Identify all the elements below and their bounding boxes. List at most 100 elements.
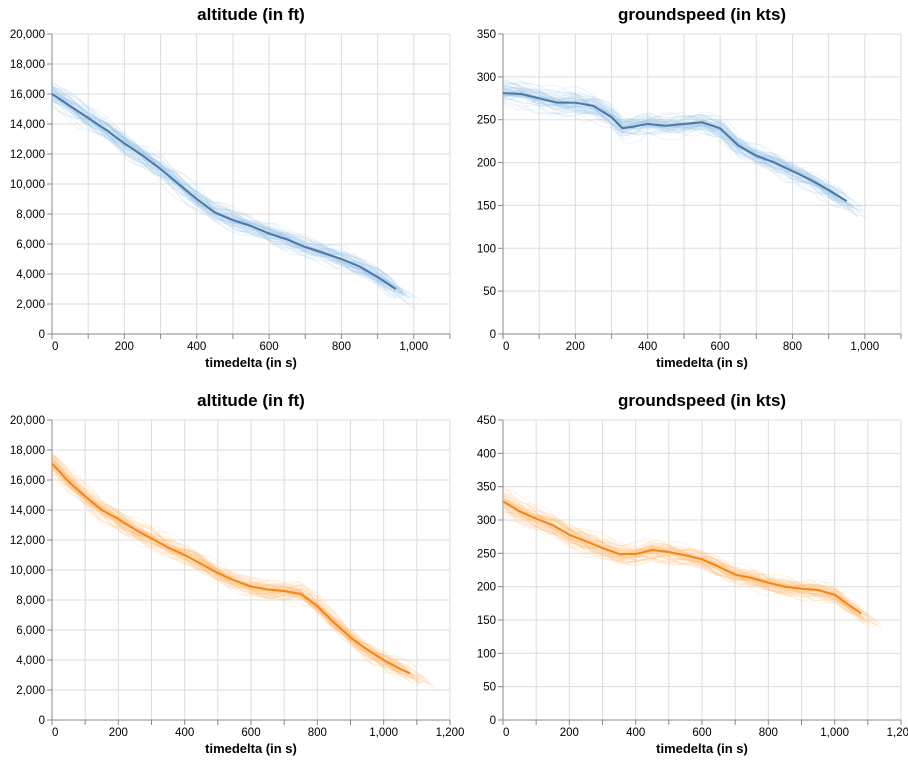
flight-line xyxy=(52,453,401,674)
flight-line xyxy=(503,90,844,198)
flight-lines xyxy=(503,485,882,631)
flight-line xyxy=(503,497,865,613)
flight-line xyxy=(52,91,396,282)
flight-line xyxy=(52,97,382,283)
flight-line xyxy=(52,464,418,669)
y-tick-label: 14,000 xyxy=(10,119,45,131)
flight-line xyxy=(503,94,855,212)
flight-line xyxy=(503,96,833,191)
y-tick-label: 200 xyxy=(477,158,496,170)
flight-line xyxy=(52,473,421,684)
flight-line xyxy=(52,87,407,295)
flight-line xyxy=(503,494,882,625)
flight-line xyxy=(503,500,869,616)
flight-line xyxy=(503,495,882,630)
flight-line xyxy=(503,518,839,598)
flight-line xyxy=(503,81,855,210)
mean-series-line xyxy=(52,462,411,675)
flight-line xyxy=(52,104,400,293)
flight-line xyxy=(503,511,862,616)
y-tick-label: 250 xyxy=(477,115,496,127)
x-tick-label: 1,200 xyxy=(436,727,465,739)
flight-line xyxy=(503,501,855,614)
flight-line xyxy=(52,466,404,676)
flight-line xyxy=(52,97,396,287)
y-tick-label: 0 xyxy=(39,329,45,341)
x-tick-label: 800 xyxy=(759,727,778,739)
flight-line xyxy=(52,452,418,668)
flight-line xyxy=(503,498,865,622)
y-tick-label: 2,000 xyxy=(16,685,45,697)
flight-line xyxy=(503,491,865,613)
x-axis-title: timedelta (in s) xyxy=(205,741,297,756)
y-tick-label: 12,000 xyxy=(10,535,45,547)
flight-line xyxy=(52,94,389,282)
flight-line xyxy=(52,91,396,294)
x-tick-label: 1,000 xyxy=(369,727,398,739)
flight-line xyxy=(52,468,381,664)
mean-series-line xyxy=(503,92,848,202)
flight-line xyxy=(52,461,404,673)
x-tick-label: 0 xyxy=(52,727,58,739)
flight-line xyxy=(52,86,393,283)
y-tick-label: 14,000 xyxy=(10,505,45,517)
flight-line xyxy=(52,456,398,677)
y-tick-label: 0 xyxy=(490,715,496,727)
x-tick-label: 600 xyxy=(259,341,278,353)
flight-line xyxy=(503,500,865,614)
flight-line xyxy=(52,452,414,676)
flight-line xyxy=(52,94,393,289)
flight-line xyxy=(503,90,851,207)
flight-line xyxy=(503,499,865,618)
flight-line xyxy=(503,88,851,201)
flight-line xyxy=(503,103,858,215)
flight-lines xyxy=(52,452,441,693)
flight-line xyxy=(52,454,394,671)
x-tick-label: 1,000 xyxy=(399,341,428,353)
flight-line xyxy=(503,89,851,207)
flight-line xyxy=(52,457,411,673)
flight-line xyxy=(503,494,869,617)
flight-line xyxy=(52,88,415,306)
flight-line xyxy=(52,95,385,286)
flight-line xyxy=(52,99,382,285)
flight-line xyxy=(52,462,424,683)
flight-line xyxy=(503,88,837,202)
flight-line xyxy=(503,493,852,609)
flight-line xyxy=(503,94,844,203)
flight-line xyxy=(52,100,400,296)
x-tick-label: 200 xyxy=(109,727,128,739)
flight-line xyxy=(503,89,833,199)
y-tick-label: 150 xyxy=(477,615,496,627)
x-tick-label: 0 xyxy=(503,727,509,739)
y-tick-label: 450 xyxy=(477,415,496,427)
y-tick-label: 250 xyxy=(477,548,496,560)
flight-line xyxy=(503,492,845,595)
y-tick-label: 350 xyxy=(477,482,496,494)
flight-line xyxy=(52,94,396,298)
flight-line xyxy=(503,82,851,210)
flight-line xyxy=(52,78,375,277)
y-tick-label: 50 xyxy=(483,286,496,298)
flight-line xyxy=(52,95,404,293)
flight-line xyxy=(503,94,851,207)
flight-line xyxy=(52,91,404,294)
flight-line xyxy=(52,98,404,298)
y-tick-label: 16,000 xyxy=(10,89,45,101)
flight-line xyxy=(503,88,844,204)
y-tick-label: 150 xyxy=(477,200,496,212)
flight-line xyxy=(503,503,849,612)
flight-line xyxy=(503,94,844,203)
x-tick-label: 400 xyxy=(638,341,657,353)
flight-line xyxy=(52,457,427,683)
flight-line xyxy=(52,103,393,289)
flight-line xyxy=(503,86,844,203)
flight-line xyxy=(52,464,404,668)
flight-line xyxy=(503,93,829,196)
flight-line xyxy=(503,501,862,608)
x-tick-label: 600 xyxy=(692,727,711,739)
flight-line xyxy=(503,78,855,209)
flight-line xyxy=(52,91,389,277)
flight-line xyxy=(52,462,434,686)
